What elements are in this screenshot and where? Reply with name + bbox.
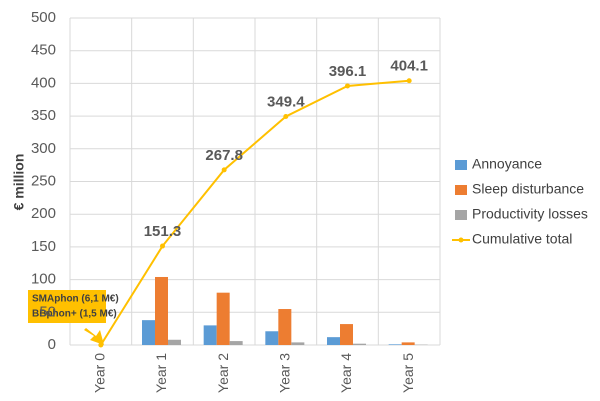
bar — [203, 325, 217, 345]
line — [99, 79, 410, 346]
line-marker — [283, 113, 289, 119]
annotation-arrow — [84, 328, 104, 345]
bar — [142, 320, 155, 345]
legend-swatch — [455, 160, 467, 170]
bar — [216, 292, 230, 345]
legend-swatch — [455, 185, 467, 195]
x-tick-label: Year 4 — [338, 353, 354, 393]
legend-label: Sleep disturbance — [472, 181, 584, 197]
bar — [327, 337, 340, 345]
bar — [265, 331, 279, 345]
data-label: 404.1 — [390, 58, 428, 75]
y-axis-label: € million — [11, 154, 27, 211]
x-tick-label: Year 5 — [400, 353, 416, 393]
bar — [340, 324, 353, 345]
annotation: SMAphon (6,1 M€) BBphon+ (1,5 M€) — [28, 290, 119, 345]
bar — [168, 339, 181, 345]
x-tick-label: Year 2 — [215, 353, 231, 393]
bar — [401, 342, 415, 345]
bar — [291, 342, 305, 345]
y-tick-label: 150 — [31, 238, 56, 255]
annotation-text: SMAphon (6,1 M€) — [32, 294, 119, 305]
line-marker — [406, 78, 412, 84]
y-tick-label: 100 — [31, 271, 56, 288]
annotation-text: BBphon+ (1,5 M€) — [32, 309, 117, 320]
y-tick-label: 50 — [39, 303, 56, 320]
line-marker — [160, 243, 165, 249]
y-tick-label: 0 — [48, 336, 56, 353]
x-tick-label: Year 0 — [92, 353, 108, 393]
bar — [155, 276, 168, 345]
data-label: 396.1 — [329, 63, 367, 80]
x-tick-label: Year 1 — [153, 353, 169, 393]
y-tick-label: 350 — [31, 107, 56, 124]
legend-label: Productivity losses — [472, 206, 588, 222]
y-tick-label: 400 — [31, 74, 56, 91]
x-tick-label: Year 3 — [277, 353, 293, 393]
bar — [353, 343, 366, 345]
plot-area — [69, 17, 441, 348]
legend-label: Cumulative total — [472, 231, 572, 247]
bar — [229, 341, 243, 345]
legend-label: Annoyance — [472, 156, 542, 172]
y-tick-label: 500 — [31, 9, 56, 26]
y-tick-label: 450 — [31, 42, 56, 59]
y-tick-label: 300 — [31, 140, 56, 157]
y-tick-label: 200 — [31, 205, 56, 222]
data-label: 151.3 — [144, 223, 182, 240]
legend-marker — [458, 237, 464, 243]
legend-swatch — [455, 210, 467, 220]
annotation-box — [28, 290, 106, 323]
y-tick-label: 250 — [31, 172, 56, 189]
data-label: 267.8 — [205, 147, 243, 164]
line-marker — [221, 167, 227, 173]
bar — [278, 309, 292, 345]
data-label: 349.4 — [267, 93, 305, 110]
line-marker — [345, 83, 350, 89]
bar — [388, 344, 402, 345]
